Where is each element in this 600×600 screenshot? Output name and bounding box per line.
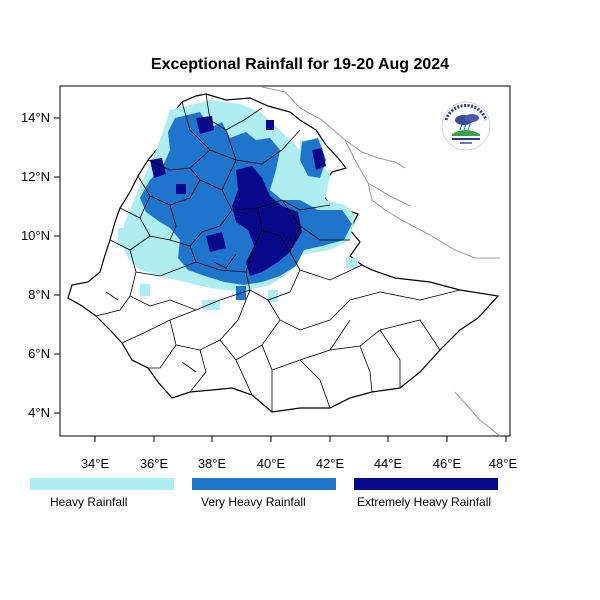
neighbor-borders bbox=[261, 86, 501, 437]
x-tick-label: 36°E bbox=[140, 456, 169, 471]
rainfall-overlay bbox=[118, 100, 358, 310]
y-tick-label: 12°N bbox=[21, 169, 50, 184]
extreme-rainfall-area bbox=[150, 116, 326, 276]
x-tick-label: 44°E bbox=[374, 456, 403, 471]
x-tick-labels: 34°E 36°E 38°E 40°E 42°E 44°E 46°E 48°E bbox=[81, 456, 518, 471]
x-tick-label: 34°E bbox=[81, 456, 110, 471]
x-tick-label: 42°E bbox=[316, 456, 345, 471]
meteorology-agency-logo bbox=[441, 101, 491, 151]
y-tick-label: 6°N bbox=[28, 346, 50, 361]
y-tick-labels: 14°N 12°N 10°N 8°N 6°N 4°N bbox=[21, 110, 50, 420]
x-tick-label: 38°E bbox=[198, 456, 227, 471]
legend-label-very-heavy: Very Heavy Rainfall bbox=[201, 495, 306, 509]
legend-swatch-extreme bbox=[354, 478, 498, 490]
legend-label-heavy: Heavy Rainfall bbox=[50, 495, 128, 509]
y-tick-label: 14°N bbox=[21, 110, 50, 125]
axis-ticks bbox=[54, 117, 507, 442]
zone-boundaries bbox=[95, 93, 461, 412]
y-tick-label: 8°N bbox=[28, 287, 50, 302]
y-tick-label: 10°N bbox=[21, 228, 50, 243]
legend-label-extreme: Extremely Heavy Rainfall bbox=[357, 495, 492, 509]
y-tick-label: 4°N bbox=[28, 405, 50, 420]
x-tick-label: 40°E bbox=[257, 456, 286, 471]
x-tick-label: 48°E bbox=[489, 456, 518, 471]
legend-swatch-very-heavy bbox=[192, 478, 336, 490]
ethiopia-map bbox=[67, 93, 500, 413]
map-title: Exceptional Rainfall for 19-20 Aug 2024 bbox=[150, 56, 450, 73]
x-tick-label: 46°E bbox=[433, 456, 462, 471]
legend-swatch-heavy bbox=[30, 478, 174, 490]
